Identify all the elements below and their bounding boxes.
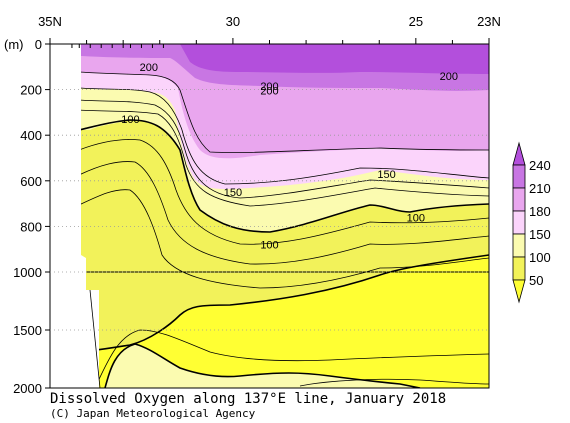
contour-line [94, 329, 489, 388]
colorbar-segment [512, 233, 526, 258]
contour-label: 200 [440, 71, 458, 83]
colorbar-label: 210 [529, 181, 551, 196]
y-tick-label: 600 [20, 174, 42, 189]
contour-label: 200 [260, 81, 278, 93]
oxygen-fill-layers [79, 44, 489, 388]
y-tick-label: 400 [20, 128, 42, 143]
contour-line [79, 254, 489, 353]
band-above-240 [180, 44, 489, 74]
x-tick-label: 30 [226, 14, 240, 29]
colorbar-bottom-triangle [512, 279, 526, 304]
contour-label: 100 [260, 240, 278, 252]
y-tick-label: 1000 [13, 265, 42, 280]
contour-lines [79, 71, 489, 388]
contour-label: 150 [377, 169, 395, 181]
no-data-region [50, 44, 99, 388]
y-tick-label: 0 [35, 37, 42, 52]
contour-line [79, 71, 489, 153]
colorbar: 240 210 180 150 100 50 [512, 141, 551, 304]
y-tick-label: 1500 [13, 323, 42, 338]
colorbar-label: 50 [529, 273, 543, 288]
contour-line [79, 109, 489, 207]
contour-line [299, 378, 489, 387]
colorbar-segment [512, 210, 526, 235]
contour-line [79, 139, 489, 245]
contour-line [79, 189, 489, 289]
contour-label: 200 [260, 86, 278, 98]
x-tick-label: 35N [38, 14, 62, 29]
y-tick-label: 800 [20, 219, 42, 234]
chart-credit: (C) Japan Meteorological Agency [50, 407, 256, 420]
contour-label: 100 [121, 114, 139, 126]
y-tick-label: 200 [20, 83, 42, 98]
x-tick-label: 23N [477, 14, 501, 29]
deep-pale-patch [105, 344, 420, 388]
colorbar-label: 100 [529, 250, 551, 265]
x-tick-label: 25 [409, 14, 423, 29]
x-axis: 35N 30 25 23N [38, 14, 501, 48]
contour-line [104, 343, 421, 388]
contour-line [79, 99, 489, 199]
contour-line [79, 119, 489, 233]
station-edge-line [89, 289, 101, 389]
colorbar-segment [512, 164, 526, 189]
y-tick-label: 2000 [13, 381, 42, 396]
contour-label: 150 [224, 187, 242, 199]
colorbar-label: 150 [529, 227, 551, 242]
colorbar-label: 240 [529, 158, 551, 173]
colorbar-segment [512, 256, 526, 281]
contour-line [79, 87, 489, 185]
contour-label: 200 [140, 62, 158, 74]
colorbar-label: 180 [529, 204, 551, 219]
y-unit-label: (m) [4, 37, 24, 52]
colorbar-top-triangle [512, 141, 526, 166]
colorbar-segment [512, 187, 526, 212]
y-axis: (m) 200 400 600 800 1000 1500 2000 0 [4, 37, 50, 396]
contour-labels: 200200200200100150150100100 [121, 62, 458, 252]
chart-title: Dissolved Oxygen along 137°E line, Janua… [50, 391, 446, 407]
contour-line [79, 161, 489, 265]
contour-label: 100 [407, 212, 425, 224]
